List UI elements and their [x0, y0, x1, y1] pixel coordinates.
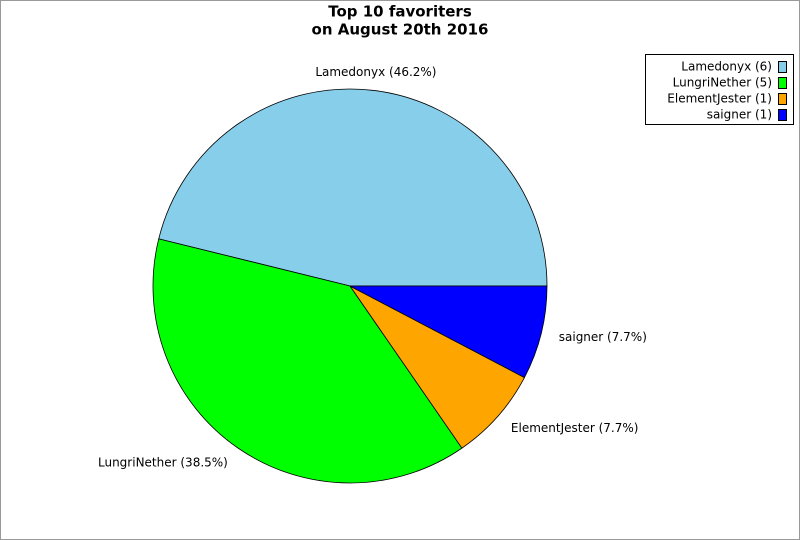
legend-swatch — [778, 77, 787, 89]
legend-label: ElementJester (1) — [667, 92, 772, 106]
legend-swatch — [778, 93, 787, 105]
slice-label: ElementJester (7.7%) — [511, 421, 639, 435]
slice-label: Lamedonyx (46.2%) — [315, 65, 436, 79]
slice-label: LungriNether (38.5%) — [98, 455, 228, 469]
pie-slice — [152, 238, 463, 484]
pie-slice — [349, 285, 525, 449]
slice-label: saigner (7.7%) — [559, 330, 647, 344]
legend-label: saigner (1) — [707, 108, 772, 122]
legend-swatch — [778, 61, 787, 73]
legend-swatch — [778, 109, 787, 121]
chart-subtitle: on August 20th 2016 — [312, 21, 489, 39]
pie-slice — [349, 285, 548, 379]
chart-title: Top 10 favoriters — [328, 3, 472, 21]
pie-slice — [158, 88, 548, 287]
legend-label: LungriNether (5) — [673, 76, 772, 90]
legend-box — [645, 54, 794, 125]
legend-label: Lamedonyx (6) — [681, 60, 772, 74]
